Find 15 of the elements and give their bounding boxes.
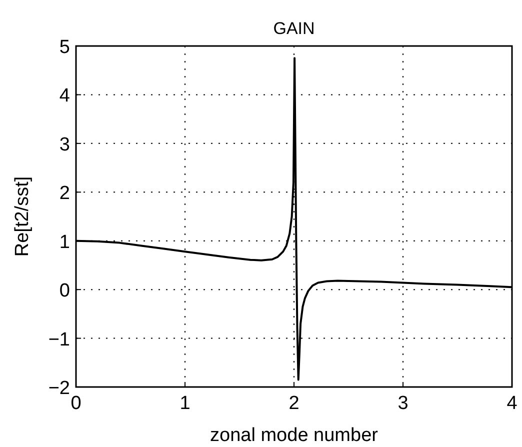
y-tick-label: −1 <box>48 329 70 350</box>
y-tick-label: 0 <box>59 280 70 302</box>
y-tick-label: 4 <box>59 86 70 107</box>
y-axis-title: Re[t2/sst] <box>12 176 33 257</box>
y-tick-label: 5 <box>59 37 70 58</box>
x-tick-label: 1 <box>180 393 190 414</box>
x-tick-label: 4 <box>506 393 518 414</box>
chart-title: GAIN <box>273 19 315 38</box>
y-tick-label: 1 <box>59 232 70 253</box>
y-tick-label: −2 <box>48 378 70 399</box>
y-tick-label: 2 <box>59 183 70 204</box>
y-tick-label: 3 <box>59 134 70 156</box>
x-tick-label: 3 <box>398 393 408 414</box>
x-axis-title: zonal mode number <box>210 425 379 446</box>
x-tick-label: 2 <box>288 393 300 414</box>
